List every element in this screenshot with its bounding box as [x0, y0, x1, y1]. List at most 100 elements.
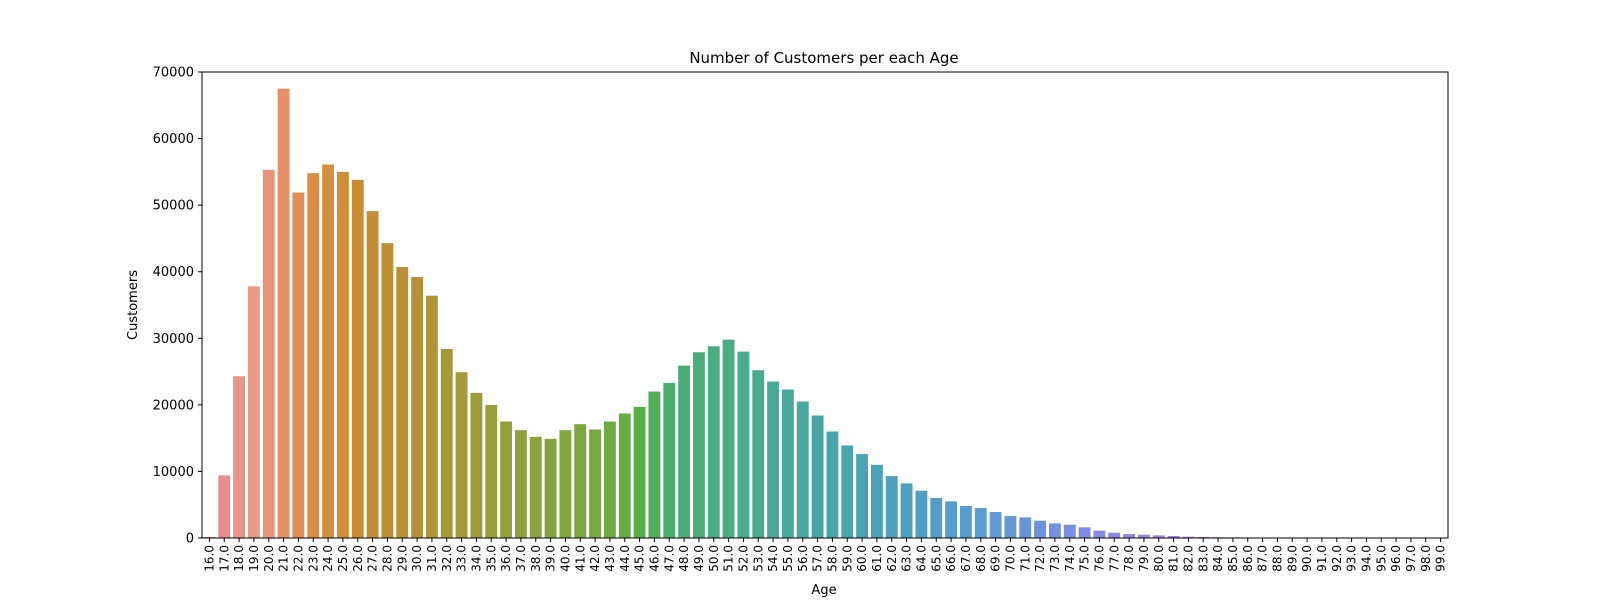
x-tick-label: 59.0: [840, 545, 854, 572]
x-tick-label: 22.0: [291, 545, 305, 572]
bar-23.0: [307, 173, 319, 538]
x-tick-label: 44.0: [618, 545, 632, 572]
x-tick-label: 91.0: [1315, 545, 1329, 572]
x-tick-label: 36.0: [499, 545, 513, 572]
bar-38.0: [530, 437, 542, 538]
bar-54.0: [767, 382, 779, 538]
bar-43.0: [604, 422, 616, 539]
bar-37.0: [515, 430, 527, 538]
bar-18.0: [233, 376, 245, 538]
x-tick-label: 65.0: [929, 545, 943, 572]
bar-47.0: [663, 383, 675, 538]
x-tick-label: 79.0: [1137, 545, 1151, 572]
x-tick-label: 42.0: [588, 545, 602, 572]
x-tick-label: 48.0: [677, 545, 691, 572]
x-tick-label: 88.0: [1270, 545, 1284, 572]
bar-19.0: [248, 286, 260, 538]
bar-76.0: [1093, 531, 1105, 538]
x-tick-label: 50.0: [707, 545, 721, 572]
bar-29.0: [396, 267, 408, 538]
y-axis-label: Customers: [126, 270, 141, 340]
x-tick-label: 45.0: [633, 545, 647, 572]
x-tick-label: 64.0: [914, 545, 928, 572]
x-tick-label: 75.0: [1078, 545, 1092, 572]
bar-25.0: [337, 172, 349, 538]
bar-70.0: [1004, 516, 1016, 538]
bar-60.0: [856, 454, 868, 538]
x-tick-label: 56.0: [796, 545, 810, 572]
bar-65.0: [930, 498, 942, 538]
x-tick-label: 68.0: [974, 545, 988, 572]
x-tick-label: 43.0: [603, 545, 617, 572]
x-tick-label: 51.0: [722, 545, 736, 572]
x-tick-label: 95.0: [1374, 545, 1388, 572]
x-tick-label: 35.0: [484, 545, 498, 572]
y-tick-label: 20000: [153, 398, 194, 413]
x-tick-label: 73.0: [1048, 545, 1062, 572]
x-tick-label: 27.0: [366, 545, 380, 572]
x-tick-label: 24.0: [321, 545, 335, 572]
bar-26.0: [352, 180, 364, 538]
bar-77.0: [1108, 533, 1120, 538]
x-tick-label: 53.0: [751, 545, 765, 572]
x-tick-label: 60.0: [855, 545, 869, 572]
bar-55.0: [782, 390, 794, 538]
bar-42.0: [589, 429, 601, 538]
bar-50.0: [708, 346, 720, 538]
x-tick-label: 55.0: [781, 545, 795, 572]
x-tick-label: 80.0: [1152, 545, 1166, 572]
y-tick-label: 60000: [153, 132, 194, 147]
bar-45.0: [634, 407, 646, 538]
x-tick-label: 33.0: [455, 545, 469, 572]
bar-32.0: [441, 349, 453, 538]
bar-51.0: [723, 340, 735, 538]
x-tick-label: 96.0: [1389, 545, 1403, 572]
x-tick-label: 74.0: [1063, 545, 1077, 572]
bar-34.0: [470, 393, 482, 538]
x-tick-label: 62.0: [885, 545, 899, 572]
x-tick-label: 29.0: [395, 545, 409, 572]
x-tick-label: 66.0: [944, 545, 958, 572]
x-tick-label: 77.0: [1107, 545, 1121, 572]
bar-52.0: [737, 352, 749, 538]
x-tick-label: 90.0: [1300, 545, 1314, 572]
x-tick-label: 72.0: [1033, 545, 1047, 572]
y-tick-label: 30000: [153, 332, 194, 347]
bar-78.0: [1123, 534, 1135, 538]
x-tick-label: 21.0: [277, 545, 291, 572]
x-tick-label: 97.0: [1404, 545, 1418, 572]
x-tick-label: 41.0: [573, 545, 587, 572]
x-tick-label: 89.0: [1285, 545, 1299, 572]
x-tick-label: 47.0: [662, 545, 676, 572]
bar-61.0: [871, 465, 883, 538]
x-tick-label: 20.0: [262, 545, 276, 572]
x-tick-label: 28.0: [380, 545, 394, 572]
bars-group: [203, 89, 1446, 538]
y-tick-label: 50000: [153, 199, 194, 214]
bar-56.0: [797, 402, 809, 538]
bar-28.0: [381, 243, 393, 538]
x-tick-label: 54.0: [766, 545, 780, 572]
bar-39.0: [545, 439, 557, 538]
x-tick-label: 93.0: [1345, 545, 1359, 572]
x-tick-label: 32.0: [440, 545, 454, 572]
x-tick-label: 81.0: [1167, 545, 1181, 572]
x-tick-label: 18.0: [232, 545, 246, 572]
bar-71.0: [1019, 517, 1031, 538]
y-tick-label: 40000: [153, 265, 194, 280]
bar-62.0: [886, 476, 898, 538]
y-tick-label: 10000: [153, 465, 194, 480]
bar-69.0: [990, 512, 1002, 538]
x-tick-label: 85.0: [1226, 545, 1240, 572]
x-tick-label: 52.0: [736, 545, 750, 572]
bar-24.0: [322, 165, 334, 538]
bar-64.0: [915, 491, 927, 538]
x-tick-label: 87.0: [1256, 545, 1270, 572]
bar-41.0: [574, 424, 586, 538]
bar-53.0: [752, 370, 764, 538]
x-tick-label: 30.0: [410, 545, 424, 572]
x-tick-label: 19.0: [247, 545, 261, 572]
